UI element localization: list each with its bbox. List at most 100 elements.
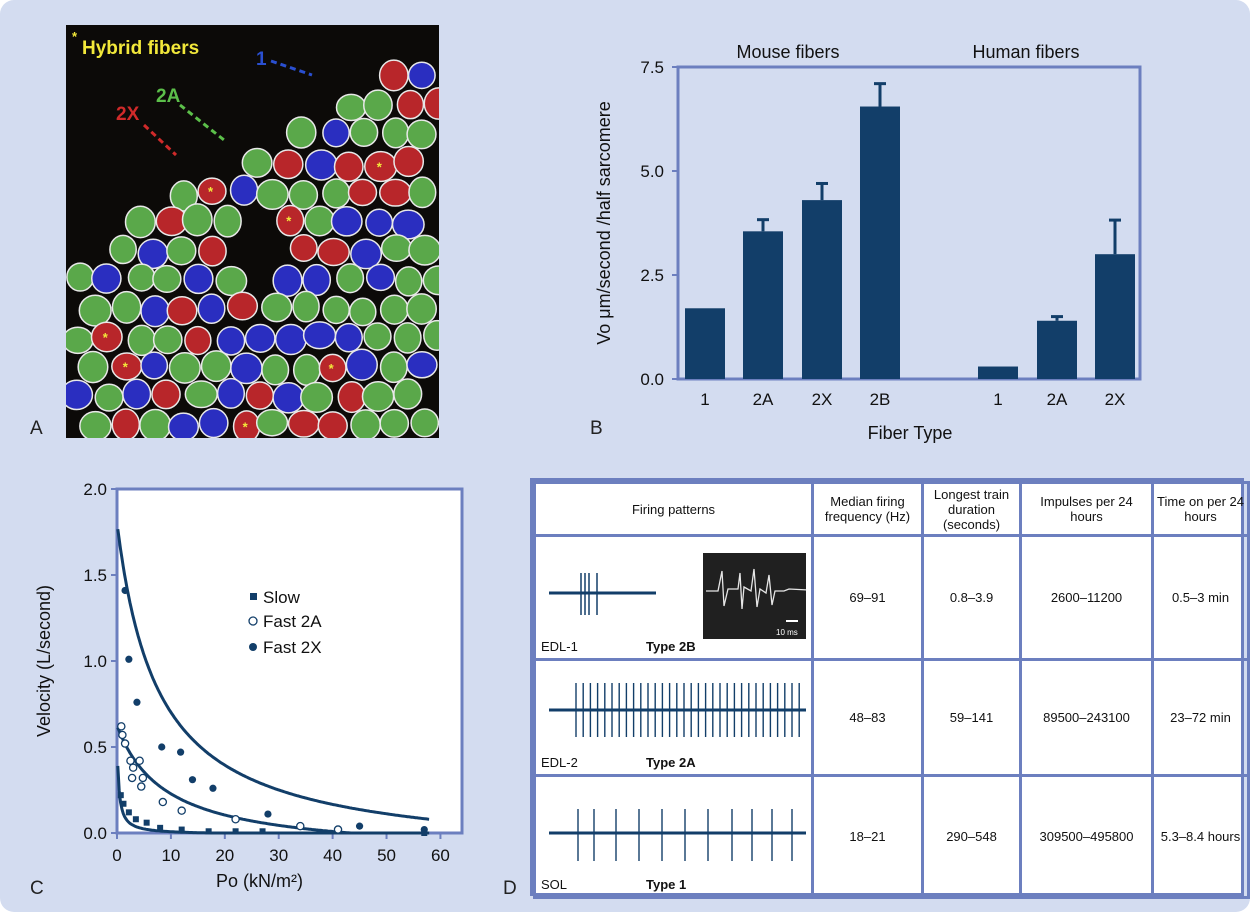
table-header-row: Firing patterns Median firing frequency … [533,481,1250,537]
data-point [264,810,272,818]
hybrid-markers: * * * * * * * [103,159,383,434]
spike-train-edl2 [549,683,806,737]
muscle-fiber [337,381,367,414]
muscle-fiber [330,206,363,237]
x-tick-label: 2A [753,390,774,409]
muscle-fiber [380,234,413,263]
muscle-fiber [349,117,379,148]
muscle-fiber [285,116,317,149]
muscle-fiber [215,265,248,297]
y-tick-label: 7.5 [640,58,664,77]
data-point [177,748,185,756]
table-row: 10 ms EDL-1 Type 2B 69–91 0.8–3.9 2600–1… [533,534,1250,661]
header-median-frequency: Median firing frequency (Hz) [811,481,924,537]
y-tick-label: 2.5 [640,266,664,285]
header-impulses: Impulses per 24 hours [1019,481,1154,537]
muscle-fiber [334,322,364,353]
muscle-fiber [166,295,198,326]
muscle-fiber [66,262,95,292]
y-tick-label: 0.5 [83,738,107,757]
muscle-fiber [423,319,439,351]
spike-group [577,809,793,861]
y-tick-label: 1.5 [83,566,107,585]
type1-pointer [270,59,313,77]
x-tick-label: 2A [1047,390,1068,409]
data-point [126,756,135,766]
time-on-cell: 23–72 min [1151,658,1250,777]
data-point [120,739,130,748]
muscle-fiber [79,410,112,438]
legend-marker [248,616,258,626]
muscle-fiber [167,412,200,438]
muscle-fiber [406,119,437,150]
muscle-fiber [244,323,276,353]
muscle-fiber [407,61,436,90]
median-frequency-cell: 69–91 [811,534,924,661]
legend-marker [250,593,257,600]
legend-label: Fast 2A [263,612,322,631]
firing-pattern-table: Firing patterns Median firing frequency … [530,478,1250,899]
data-point [209,784,217,792]
muscle-fiber [272,149,304,180]
data-point [138,773,148,783]
muscle-fiber [66,326,94,355]
hybrid-marker: * [243,419,249,434]
muscle-fiber [169,180,199,212]
impulses-cell: 2600–11200 [1019,534,1154,661]
data-point [132,816,139,823]
muscle-fiber [422,265,439,296]
muscle-fiber [393,145,425,178]
hybrid-marker: * [286,214,292,229]
table-row: SOL Type 1 18–21 290–548 309500–495800 5… [533,774,1250,899]
hybrid-marker: * [123,359,129,374]
data-point [128,763,138,772]
muscle-fiber [255,178,289,210]
data-point [205,828,212,835]
muscle-fiber [302,263,332,297]
muscle-fiber [394,266,423,297]
muscle-fiber [272,264,303,298]
muscle-fiber [304,205,336,237]
muscle-fiber [198,235,227,267]
muscle-fiber [226,291,259,321]
data-point [121,586,129,595]
muscle-fiber [111,290,142,324]
median-frequency-cell: 18–21 [811,774,924,899]
table-row: EDL-2 Type 2A 48–83 59–141 89500–243100 … [533,658,1250,777]
muscle-fiber [347,178,378,207]
x-tick-label: 0 [112,846,121,865]
muscle-fiber [379,294,409,325]
muscle-fiber [90,263,122,294]
impulses-cell: 89500–243100 [1019,658,1154,777]
x-tick-label: 30 [269,846,288,865]
muscle-fiber [410,408,439,438]
x-tick-label: 1 [700,390,709,409]
muscle-fiber [198,407,229,438]
legend-label: Slow [263,588,301,607]
data-point [158,743,166,751]
y-tick-label: 0.0 [83,824,107,843]
muscle-fiber [408,176,437,209]
muscle-fiber [181,203,213,237]
muscle-fiber [66,379,94,411]
muscle-fiber [292,353,321,387]
muscle-fiber [151,379,181,410]
scale-bar-label: 10 ms [776,628,798,637]
plot-frame [115,487,464,835]
muscle-fiber [124,205,157,239]
muscle-fiber [229,174,259,206]
data-point [157,824,164,831]
data-point [232,828,239,835]
fiber-type-label: Type 2B [646,639,696,654]
hybrid-marker: * [377,159,383,174]
muscle-fiber [184,380,218,409]
x-tick-label: 40 [323,846,342,865]
muscle-fiber [423,87,439,120]
hybrid-asterisk: * [72,29,78,44]
data-point [120,800,127,807]
recording-label: EDL-2 [541,755,578,770]
fiber-type-label: Type 2A [646,755,696,770]
muscle-fiber [378,59,409,92]
pattern-cell: SOL Type 1 [533,774,814,899]
